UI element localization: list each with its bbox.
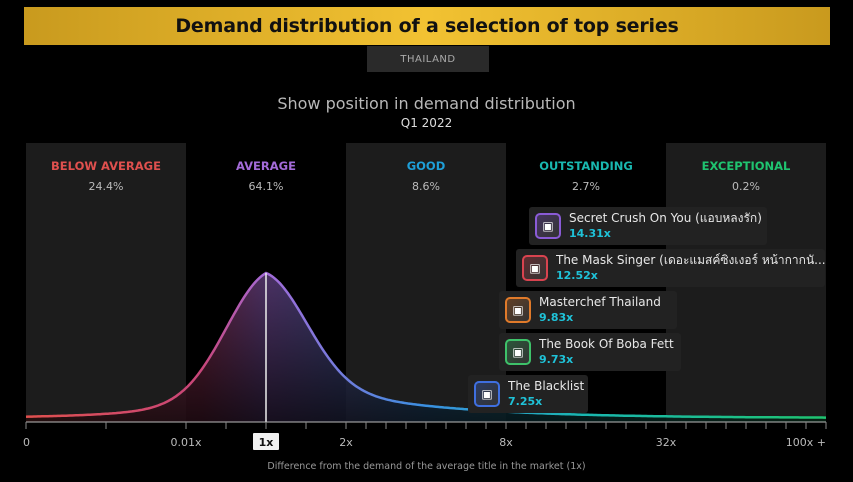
x-tick-label: 2x [339,436,353,449]
title-multiplier: 12.52x [556,269,598,282]
band-share: 24.4% [89,180,124,193]
chart-subtitle: Q1 2022 [400,116,453,130]
distribution-line [25,271,826,419]
band-share: 64.1% [249,180,284,193]
country-tab[interactable]: THAILAND [367,46,489,72]
poster-icon: ▣ [505,339,531,365]
page-title: Demand distribution of a selection of to… [175,15,679,37]
title-multiplier: 9.73x [539,353,574,366]
title-name: Masterchef Thailand [539,295,661,309]
poster-icon: ▣ [535,213,561,239]
title-multiplier: 7.25x [508,395,543,408]
x-tick-label: 0.01x [170,436,201,449]
x-tick-label: 32x [656,436,677,449]
band-label: OUTSTANDING [539,159,633,173]
distribution-shade [26,273,826,422]
band-label: EXCEPTIONAL [702,159,791,173]
title-name: The Mask Singer (เดอะแมสค์ซิงเงอร์ หน้าก… [556,253,825,267]
poster-icon: ▣ [522,255,548,281]
country-label: THAILAND [400,53,456,65]
chart-title: Show position in demand distribution [277,94,576,113]
band-below-average [26,143,186,422]
title-callout[interactable]: ▣ The Mask Singer (เดอะแมสค์ซิงเงอร์ หน้า… [516,249,825,287]
x-tick-label: 8x [499,436,513,449]
x-tick-label: 1x [259,436,274,449]
title-callout[interactable]: ▣ The Blacklist 7.25x [468,375,588,413]
title-multiplier: 9.83x [539,311,574,324]
x-axis-label: Difference from the demand of the averag… [267,461,586,472]
poster-icon: ▣ [505,297,531,323]
band-label: BELOW AVERAGE [51,159,161,173]
title-name: The Book Of Boba Fett [539,337,674,351]
poster-icon: ▣ [474,381,500,407]
title-callout[interactable]: ▣ The Book Of Boba Fett 9.73x [499,333,681,371]
band-share: 8.6% [412,180,440,193]
band-share: 0.2% [732,180,760,193]
header-banner: Demand distribution of a selection of to… [24,7,830,45]
x-tick-label: 0 [23,436,30,449]
band-share: 2.7% [572,180,600,193]
title-callout[interactable]: ▣ Masterchef Thailand 9.83x [499,291,677,329]
band-label: GOOD [407,159,446,173]
title-name: The Blacklist [508,379,585,393]
band-label: AVERAGE [236,159,296,173]
title-callout[interactable]: ▣ Secret Crush On You (แอบหลงรัก) 14.31x [529,207,767,245]
title-multiplier: 14.31x [569,227,611,240]
highlight-tick-box [253,433,279,450]
x-tick-label: 100x + [786,436,826,449]
title-name: Secret Crush On You (แอบหลงรัก) [569,211,762,225]
